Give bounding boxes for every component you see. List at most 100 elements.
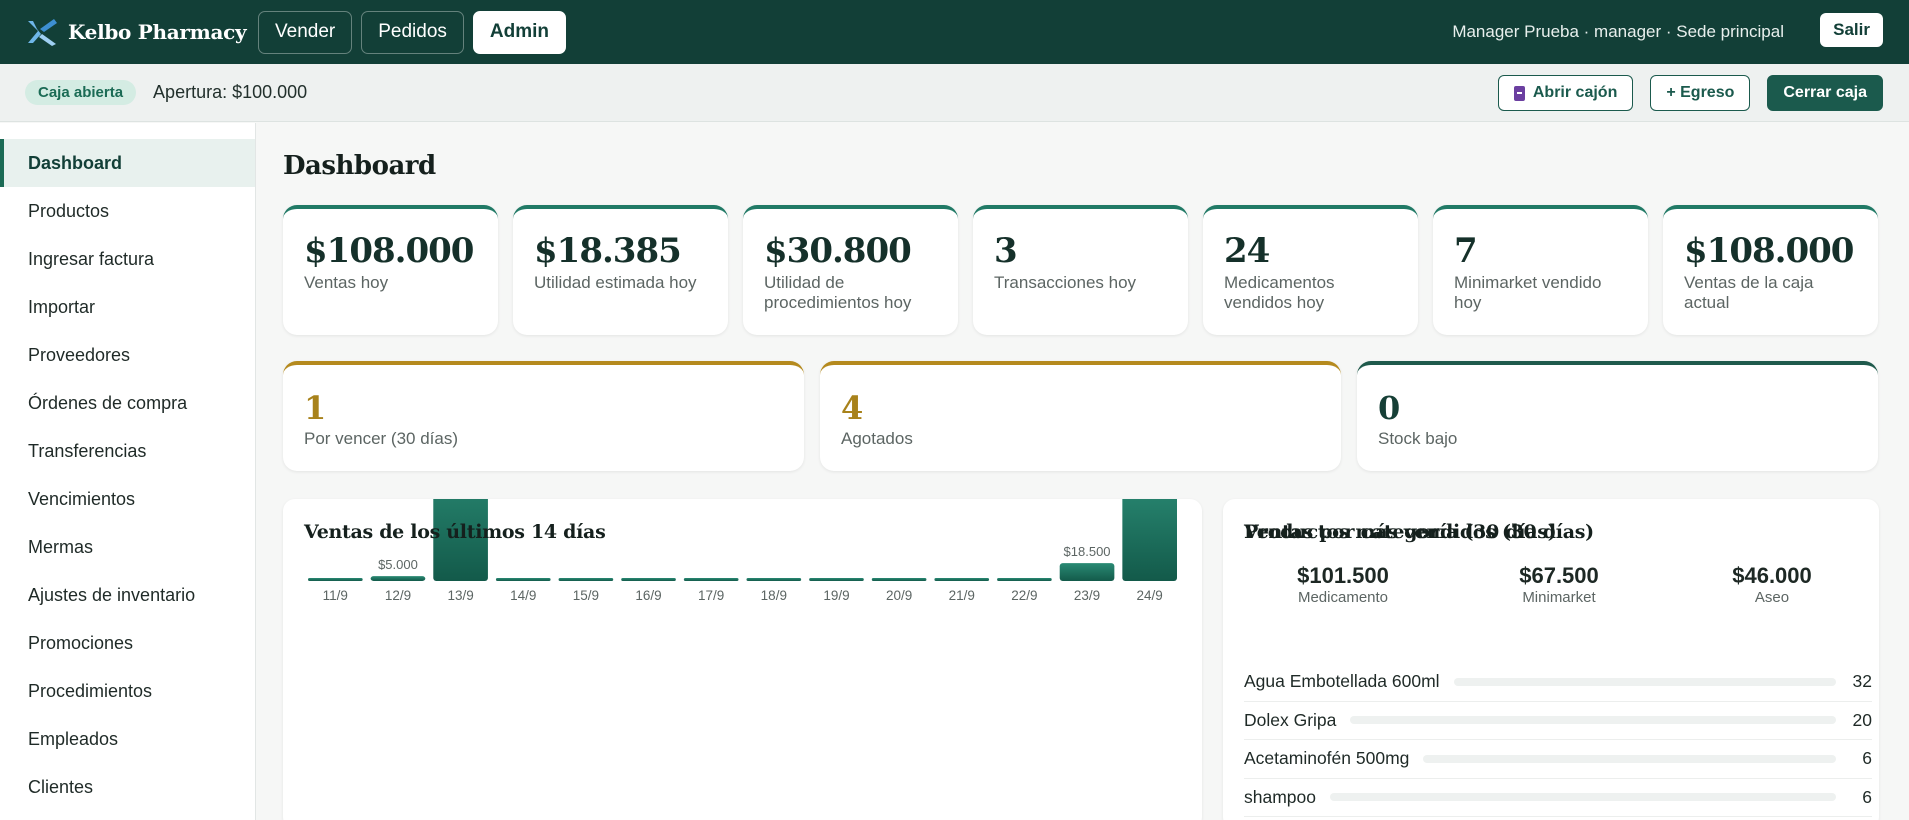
kpi-label: Ventas de la caja actual (1684, 273, 1814, 312)
kpi-label: Medicamentos vendidos hoy (1224, 273, 1335, 312)
list-item: Acetaminofén 500mg 6 (1244, 740, 1872, 779)
kpi-card: $18.385 Utilidad estimada hoy (513, 205, 728, 335)
kpi-value: 24 (1224, 231, 1270, 271)
sidebar-item-mermas[interactable]: Mermas (28, 536, 94, 557)
x-tick-label: 22/9 (1011, 588, 1037, 603)
product-bar (1330, 793, 1836, 802)
kpi-value: $108.000 (304, 231, 474, 271)
kpi-card: $108.000 Ventas hoy (283, 205, 498, 335)
list-item: shampoo 6 (1244, 779, 1872, 817)
chart-bar (495, 578, 551, 581)
add-expense-button[interactable]: + Egreso (1650, 75, 1751, 111)
x-tick-label: 14/9 (510, 588, 536, 603)
sidebar-item-procedimientos[interactable]: Procedimientos (28, 680, 153, 701)
chart-bar (997, 578, 1052, 581)
nav-admin-button[interactable]: Admin (472, 10, 567, 54)
product-name: Agua Embotellada 600ml (1244, 671, 1440, 692)
drawer-icon (1513, 85, 1525, 101)
kpi-card: 24 Medicamentos vendidos hoy (1203, 205, 1418, 335)
x-tick-label: 20/9 (886, 588, 912, 603)
sidebar-item-importar[interactable]: Importar (28, 296, 96, 317)
sidebar-item-ordenes-de-compra[interactable]: Órdenes de compra (28, 392, 188, 413)
bar-data-label: $5.000 (378, 557, 418, 572)
brand[interactable]: Kelbo Pharmacy (26, 17, 258, 47)
product-bar (1453, 677, 1836, 686)
product-qty: 6 (1862, 786, 1872, 807)
category-item: $67.500 Minimarket (1494, 563, 1624, 606)
cash-actions: Abrir cajón + Egreso Cerrar caja (1497, 75, 1883, 111)
sidebar-item-empleados[interactable]: Empleados (28, 728, 119, 749)
x-tick-label: 23/9 (1074, 588, 1100, 603)
x-tick-label: 16/9 (635, 588, 661, 603)
sidebar-item-clientes[interactable]: Clientes (28, 776, 94, 797)
x-tick-label: 19/9 (823, 588, 849, 603)
alert-value: 0 (1378, 389, 1401, 427)
sales-bar-chart: 11/9$5.00012/9$125.50013/914/915/916/917… (308, 499, 1177, 603)
product-name: Acetaminofén 500mg (1244, 748, 1410, 769)
alert-label: Stock bajo (1378, 429, 1458, 448)
open-drawer-label: Abrir cajón (1532, 84, 1618, 101)
kpi-cards: $108.000 Ventas hoy $18.385 Utilidad est… (283, 205, 1878, 335)
chart-bar (370, 576, 426, 581)
x-tick-label: 15/9 (573, 588, 599, 603)
sidebar-item-proveedores[interactable]: Proveedores (28, 344, 131, 365)
top-bar: Kelbo Pharmacy Vender Pedidos Admin Mana… (0, 0, 1909, 64)
category-item: $101.500 Medicamento (1278, 563, 1408, 606)
sales-chart-title: Ventas de los últimos 14 días (304, 521, 606, 543)
expiring-card[interactable]: 1 Por vencer (30 días) (283, 361, 804, 471)
chart-bar (1122, 499, 1177, 581)
chart-bar (621, 578, 676, 581)
kpi-card: 3 Transacciones hoy (973, 205, 1188, 335)
product-qty: 20 (1852, 709, 1872, 730)
product-bar (1423, 754, 1836, 763)
product-qty: 6 (1862, 748, 1872, 769)
open-drawer-button[interactable]: Abrir cajón (1497, 75, 1634, 111)
logout-button[interactable]: Salir (1820, 13, 1883, 47)
x-tick-label: 12/9 (385, 588, 411, 603)
sidebar-item-productos[interactable]: Productos (28, 200, 110, 221)
chart-bar (433, 499, 488, 581)
category-item: $46.000 Aseo (1707, 563, 1837, 606)
category-panel: Ventas por categoría (30 días) $101.500 … (1223, 499, 1879, 820)
category-label: Minimarket (1522, 589, 1596, 606)
alert-label: Por vencer (30 días) (304, 429, 459, 448)
sidebar-item-dashboard[interactable]: Dashboard (0, 139, 255, 187)
x-tick-label: 11/9 (323, 588, 348, 603)
sidebar-item-transferencias[interactable]: Transferencias (28, 440, 147, 461)
product-qty: 32 (1852, 671, 1872, 692)
user-info: Manager Prueba · manager · Sede principa… (1452, 22, 1784, 41)
nav-pedidos-button[interactable]: Pedidos (361, 10, 464, 54)
kpi-value: 3 (994, 231, 1018, 271)
main-nav: Vender Pedidos Admin (258, 10, 567, 54)
page-title: Dashboard (283, 151, 436, 181)
out-of-stock-card[interactable]: 4 Agotados (820, 361, 1341, 471)
close-cash-button[interactable]: Cerrar caja (1767, 75, 1883, 111)
sidebar-item-promociones[interactable]: Promociones (28, 632, 134, 653)
logo-icon (28, 19, 57, 46)
sidebar: Dashboard Productos Ingresar factura Imp… (0, 123, 256, 820)
low-stock-card[interactable]: 0 Stock bajo (1357, 361, 1878, 471)
sidebar-item-vencimientos[interactable]: Vencimientos (28, 488, 136, 509)
cash-bar: Caja abierta Apertura: $100.000 Abrir ca… (0, 64, 1909, 122)
cash-status-badge: Caja abierta (25, 80, 137, 105)
sales-chart-panel: 11/9$5.00012/9$125.50013/914/915/916/917… (283, 499, 1202, 820)
nav-vender-button[interactable]: Vender (258, 10, 353, 54)
list-item: Dolex Gripa 20 (1244, 702, 1872, 740)
kpi-value: $18.385 (534, 231, 682, 271)
kpi-label: Utilidad estimada hoy (534, 273, 697, 292)
kpi-card: 7 Minimarket vendido hoy (1433, 205, 1648, 335)
alert-value: 1 (304, 389, 327, 427)
top-products-list: Agua Embotellada 600ml 32 Dolex Gripa 20… (1244, 663, 1872, 817)
kpi-label: Utilidad de procedimientos hoy (764, 273, 912, 312)
category-label: Aseo (1754, 589, 1790, 606)
kpi-label: Minimarket vendido hoy (1454, 273, 1602, 312)
brand-name: Kelbo Pharmacy (68, 20, 247, 44)
chart-bar (871, 578, 927, 581)
sidebar-item-ajustes-de-inventario[interactable]: Ajustes de inventario (28, 584, 196, 605)
main-content: Dashboard $108.000 Ventas hoy $18.385 Ut… (283, 123, 1883, 820)
alert-cards: 1 Por vencer (30 días) 4 Agotados 0 Stoc… (283, 361, 1878, 471)
sidebar-item-ingresar-factura[interactable]: Ingresar factura (28, 248, 155, 269)
bar-data-label: $18.500 (1064, 544, 1111, 559)
kpi-value: 7 (1454, 231, 1478, 271)
kpi-card: $30.800 Utilidad de procedimientos hoy (743, 205, 958, 335)
